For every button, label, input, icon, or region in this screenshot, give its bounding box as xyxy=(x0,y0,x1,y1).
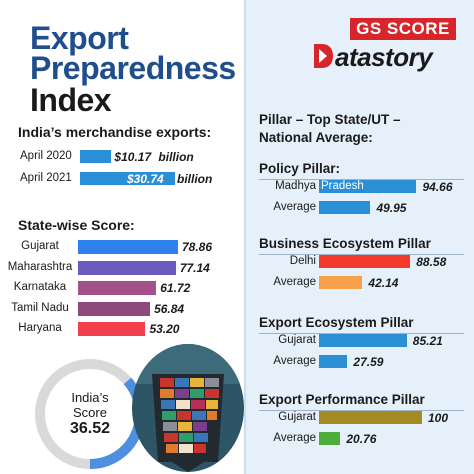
pillars-heading-2: National Average: xyxy=(259,130,373,145)
pillar-heading: Export Performance Pillar xyxy=(259,392,425,407)
merch-bar xyxy=(80,150,112,163)
logo-datastory: atastory xyxy=(335,42,433,72)
container-ship-image xyxy=(132,344,244,472)
state-label: Karnataka xyxy=(13,281,67,293)
pillar-row-label: Gujarat xyxy=(278,411,316,423)
state-label: Haryana xyxy=(18,322,62,334)
title-line-3: Index xyxy=(30,82,112,118)
pillar-value: 85.21 xyxy=(412,334,443,348)
merch-value: $10.17 xyxy=(114,150,152,164)
title-line-2: Preparedness xyxy=(30,50,236,86)
state-value: 77.14 xyxy=(179,260,210,275)
state-bar xyxy=(78,322,146,336)
state-value: 78.86 xyxy=(182,240,213,254)
state-value: 53.20 xyxy=(149,322,180,336)
pillar-underline xyxy=(259,179,464,180)
pillar-value: 27.59 xyxy=(353,355,384,369)
merch-bar xyxy=(80,172,175,185)
pillar-bar xyxy=(319,276,363,289)
pillar-row-label: Madhya xyxy=(275,180,316,192)
pillar-bar xyxy=(319,180,417,193)
pillar-heading: Business Ecosystem Pillar xyxy=(259,236,431,251)
panel-divider xyxy=(244,0,246,474)
pillar-value: 94.66 xyxy=(422,180,453,194)
pillar-value: 42.14 xyxy=(368,276,399,290)
state-value: 61.72 xyxy=(160,281,191,295)
title-line-1: Export xyxy=(30,20,129,56)
states-heading: State-wise Score: xyxy=(18,217,135,233)
merch-unit: billion xyxy=(158,150,194,164)
pillar-row-label: Gujarat xyxy=(278,334,316,346)
pillar-row-label: Average xyxy=(273,432,316,444)
state-label: Tamil Nadu xyxy=(11,301,69,314)
pillar-bar xyxy=(319,411,422,424)
pillar-value: 20.76 xyxy=(346,432,377,446)
pillar-heading: Export Ecosystem Pillar xyxy=(259,315,414,330)
state-label: Gujarat xyxy=(21,240,59,252)
pillar-bar-text: Pradesh xyxy=(321,180,364,192)
pillar-bar xyxy=(319,255,411,268)
pillar-underline xyxy=(259,333,464,334)
pillar-bar xyxy=(319,432,341,445)
india-score-value: 36.52 xyxy=(69,420,111,437)
pillar-row-label: Average xyxy=(273,355,316,367)
state-bar xyxy=(78,281,157,295)
india-score-label-1: India’s xyxy=(71,390,109,405)
right-panel xyxy=(246,0,474,474)
pillar-heading: Policy Pillar: xyxy=(259,161,341,176)
india-score-label-2: Score xyxy=(73,405,107,420)
pillar-value: 88.58 xyxy=(416,255,447,269)
state-bar xyxy=(78,301,151,316)
pillar-row-label: Average xyxy=(273,276,316,288)
state-value: 56.84 xyxy=(154,301,185,316)
state-label: Maharashtra xyxy=(7,260,73,273)
merch-unit: billion xyxy=(177,172,213,186)
pillar-bar xyxy=(319,201,371,214)
state-bar xyxy=(78,260,176,275)
pillar-bar xyxy=(319,334,407,347)
pillar-value: 100 xyxy=(428,411,449,425)
pillar-underline xyxy=(259,254,464,255)
pillars-heading-1: Pillar – Top State/UT – xyxy=(259,112,401,127)
datastory-d-icon xyxy=(314,44,333,68)
pillar-row-label: Delhi xyxy=(289,255,316,267)
pillar-bar xyxy=(319,355,348,368)
pillar-value: 49.95 xyxy=(376,201,407,215)
logo-gs-score: GS SCORE xyxy=(350,18,456,40)
state-bar xyxy=(78,240,178,254)
pillar-underline xyxy=(259,410,464,411)
merch-value: $30.74 xyxy=(127,172,164,186)
merch-label: April 2021 xyxy=(20,172,72,184)
pillar-row-label: Average xyxy=(273,201,316,213)
merch-label: April 2020 xyxy=(20,150,72,162)
merch-heading: India’s merchandise exports: xyxy=(18,124,212,140)
